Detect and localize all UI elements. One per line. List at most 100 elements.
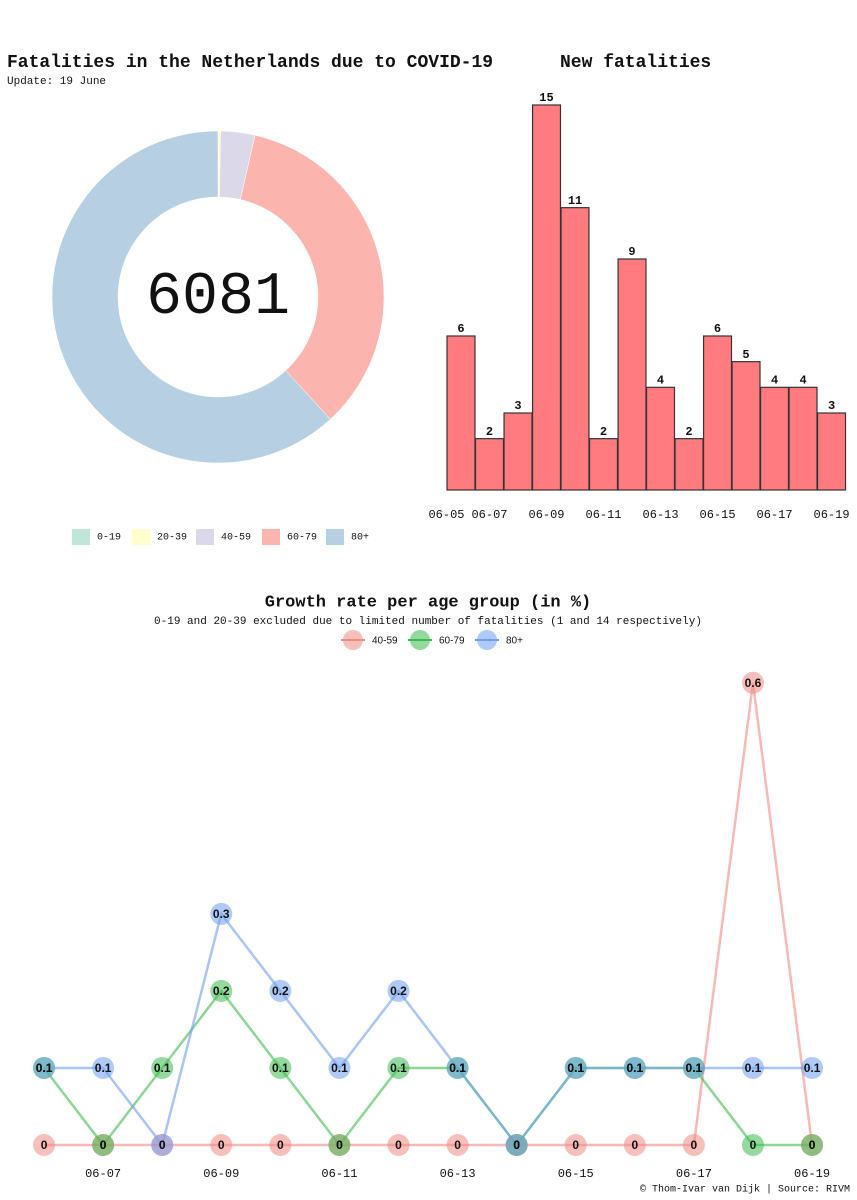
point-marker [269,979,292,1002]
point-value-label: 0.1 [567,1061,584,1075]
bar [531,104,562,491]
point-value-label: 0 [336,1138,343,1152]
legend-label: 60-79 [439,636,465,647]
point-value-label: 0.1 [36,1061,53,1075]
bar-value-label: 3 [514,399,521,413]
point-marker [269,1133,292,1156]
legend-marker [410,630,430,650]
point-value-label: 0.1 [567,1061,584,1075]
point-value-label: 0.1 [272,1061,289,1075]
bar-value-label: 3 [828,399,835,413]
x-tick-label: 06-07 [471,508,507,522]
legend-label: 20-39 [157,533,187,544]
point-value-label: 0 [513,1138,520,1152]
point-marker [741,1056,764,1079]
point-marker [564,1056,587,1079]
bar [816,412,847,491]
donut-center-label: 6081 [146,264,290,332]
x-tick-label: 06-17 [676,1167,712,1181]
point-value-label: 0 [159,1138,166,1152]
point-value-label: 0 [41,1138,48,1152]
point-value-label: 0 [513,1138,520,1152]
point-value-label: 0.1 [331,1061,348,1075]
bar [645,386,676,491]
point-marker [505,1133,528,1156]
point-marker [92,1133,115,1156]
bar [702,335,733,491]
point-value-label: 0 [159,1138,166,1152]
x-tick-label: 06-17 [757,508,793,522]
line-title: Growth rate per age group (in %) [265,593,591,612]
legend-swatch [132,529,150,545]
point-marker [741,1133,764,1156]
x-tick-label: 06-13 [440,1167,476,1181]
bar-value-label: 2 [486,425,493,439]
point-value-label: 0.2 [390,984,407,998]
point-marker [210,1133,233,1156]
point-marker [387,979,410,1002]
point-marker [92,1056,115,1079]
bar [731,361,761,491]
x-tick-label: 06-19 [814,508,850,522]
point-marker [151,1133,174,1156]
x-tick-label: 06-15 [558,1167,594,1181]
bar [759,386,790,491]
bar-value-label: 2 [600,425,607,439]
bar-value-label: 6 [457,322,464,336]
bar-value-label: 5 [742,348,749,362]
point-value-label: 0 [691,1138,698,1152]
point-value-label: 0.2 [272,984,289,998]
point-marker [328,1133,351,1156]
point-value-label: 0.3 [213,907,230,921]
x-tick-label: 06-11 [586,508,622,522]
bar [474,438,505,491]
point-value-label: 0 [631,1138,638,1152]
point-marker [446,1056,469,1079]
point-value-label: 0 [395,1138,402,1152]
bar-value-label: 4 [799,374,806,388]
x-tick-label: 06-09 [203,1167,239,1181]
bar-value-label: 15 [539,91,553,105]
x-tick-label: 06-11 [321,1167,357,1181]
point-marker [564,1133,587,1156]
point-value-label: 0 [277,1138,284,1152]
point-value-label: 0.1 [390,1061,407,1075]
x-tick-label: 06-07 [85,1167,121,1181]
legend-swatch [196,529,214,545]
bar-value-label: 2 [685,425,692,439]
point-marker [801,1056,824,1079]
point-marker [33,1056,56,1079]
legend-swatch [262,529,280,545]
legend-label: 40-59 [221,533,251,544]
point-marker [210,902,233,925]
point-marker [151,1056,174,1079]
legend-swatch [72,529,90,545]
point-marker [623,1056,646,1079]
bar [560,207,590,491]
point-value-label: 0 [750,1138,757,1152]
point-marker [210,979,233,1002]
point-value-label: 0.2 [213,984,230,998]
legend-marker [477,630,497,650]
point-marker [623,1133,646,1156]
legend-label: 0-19 [97,533,121,544]
x-tick-label: 06-05 [428,508,464,522]
series-line [44,911,813,1148]
bar [446,335,476,491]
legend-label: 60-79 [287,533,317,544]
point-value-label: 0.1 [745,1061,762,1075]
x-tick-label: 06-19 [794,1167,830,1181]
bar-value-label: 4 [657,374,664,388]
point-value-label: 0.1 [154,1061,171,1075]
point-value-label: 0.1 [686,1061,703,1075]
point-value-label: 0 [218,1138,225,1152]
point-marker [328,1056,351,1079]
bar [674,438,704,491]
point-marker [387,1056,410,1079]
point-value-label: 0 [100,1138,107,1152]
point-value-label: 0.1 [36,1061,53,1075]
donut-slice [51,130,331,464]
bar-value-label: 4 [771,374,778,388]
point-value-label: 0.1 [804,1061,821,1075]
donut-subtitle: Update: 19 June [7,76,106,88]
